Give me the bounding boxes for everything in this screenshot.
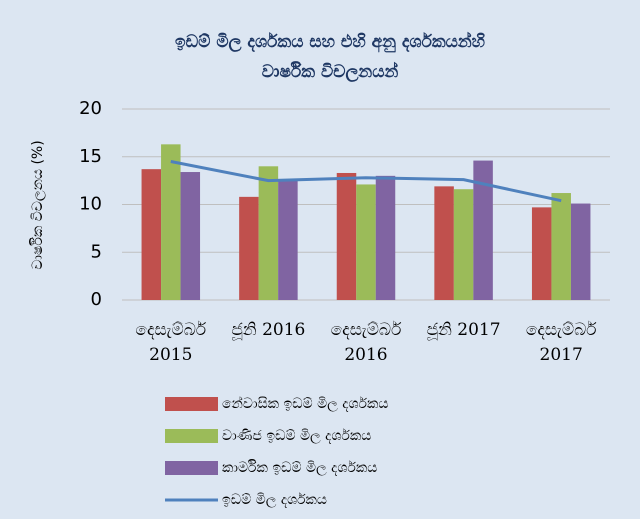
bar — [473, 160, 493, 300]
y-tick-label: 15 — [79, 146, 102, 167]
y-axis-label: වාර්ෂික විචලනය (%) — [30, 140, 46, 269]
bar — [161, 144, 181, 300]
bar — [434, 186, 454, 300]
legend-label: කාර්මික ඉඩම් මිල දර්ශකය — [222, 460, 377, 476]
x-tick-label: ජූනි 2016 — [231, 320, 306, 340]
x-tick-label: දෙසැම්බර් 2016 — [330, 320, 402, 365]
bar — [531, 207, 552, 300]
legend-label: නේවාසික ඉඩම් මිල දර්ශකය — [222, 396, 388, 412]
x-tick-label: දෙසැම්බර් 2017 — [525, 320, 597, 365]
x-tick-label: ජූනි 2017 — [426, 320, 501, 340]
legend-label: වාණිජ ඉඩම් මිල දර්ශකය — [222, 428, 371, 444]
y-tick-label: 5 — [91, 241, 102, 262]
bar — [258, 166, 279, 300]
bar — [278, 180, 298, 300]
bar — [356, 184, 376, 300]
legend-swatch — [165, 429, 218, 443]
line — [170, 160, 562, 203]
x-tick-label: දෙසැම්බර් 2015 — [135, 320, 207, 365]
bar — [336, 172, 357, 300]
chart-title: ඉඩම් මිල දර්ශකය සහ එහි අනු දර්ශකයන්හි — [175, 31, 486, 53]
bar — [375, 175, 396, 300]
bar — [239, 196, 259, 300]
y-tick-label: 0 — [91, 289, 102, 310]
legend-swatch — [165, 397, 218, 411]
bar — [570, 203, 591, 300]
y-tick-label: 20 — [79, 98, 102, 119]
bar — [551, 193, 571, 300]
bar — [453, 189, 474, 300]
chart-title: වාර්ෂික විචලනයන් — [262, 61, 399, 83]
legend-label: ඉඩම් මිල දර්ශකය — [222, 492, 327, 508]
y-tick-label: 10 — [79, 194, 102, 215]
legend-swatch — [165, 461, 218, 475]
bar — [141, 169, 162, 300]
bar — [180, 172, 201, 300]
